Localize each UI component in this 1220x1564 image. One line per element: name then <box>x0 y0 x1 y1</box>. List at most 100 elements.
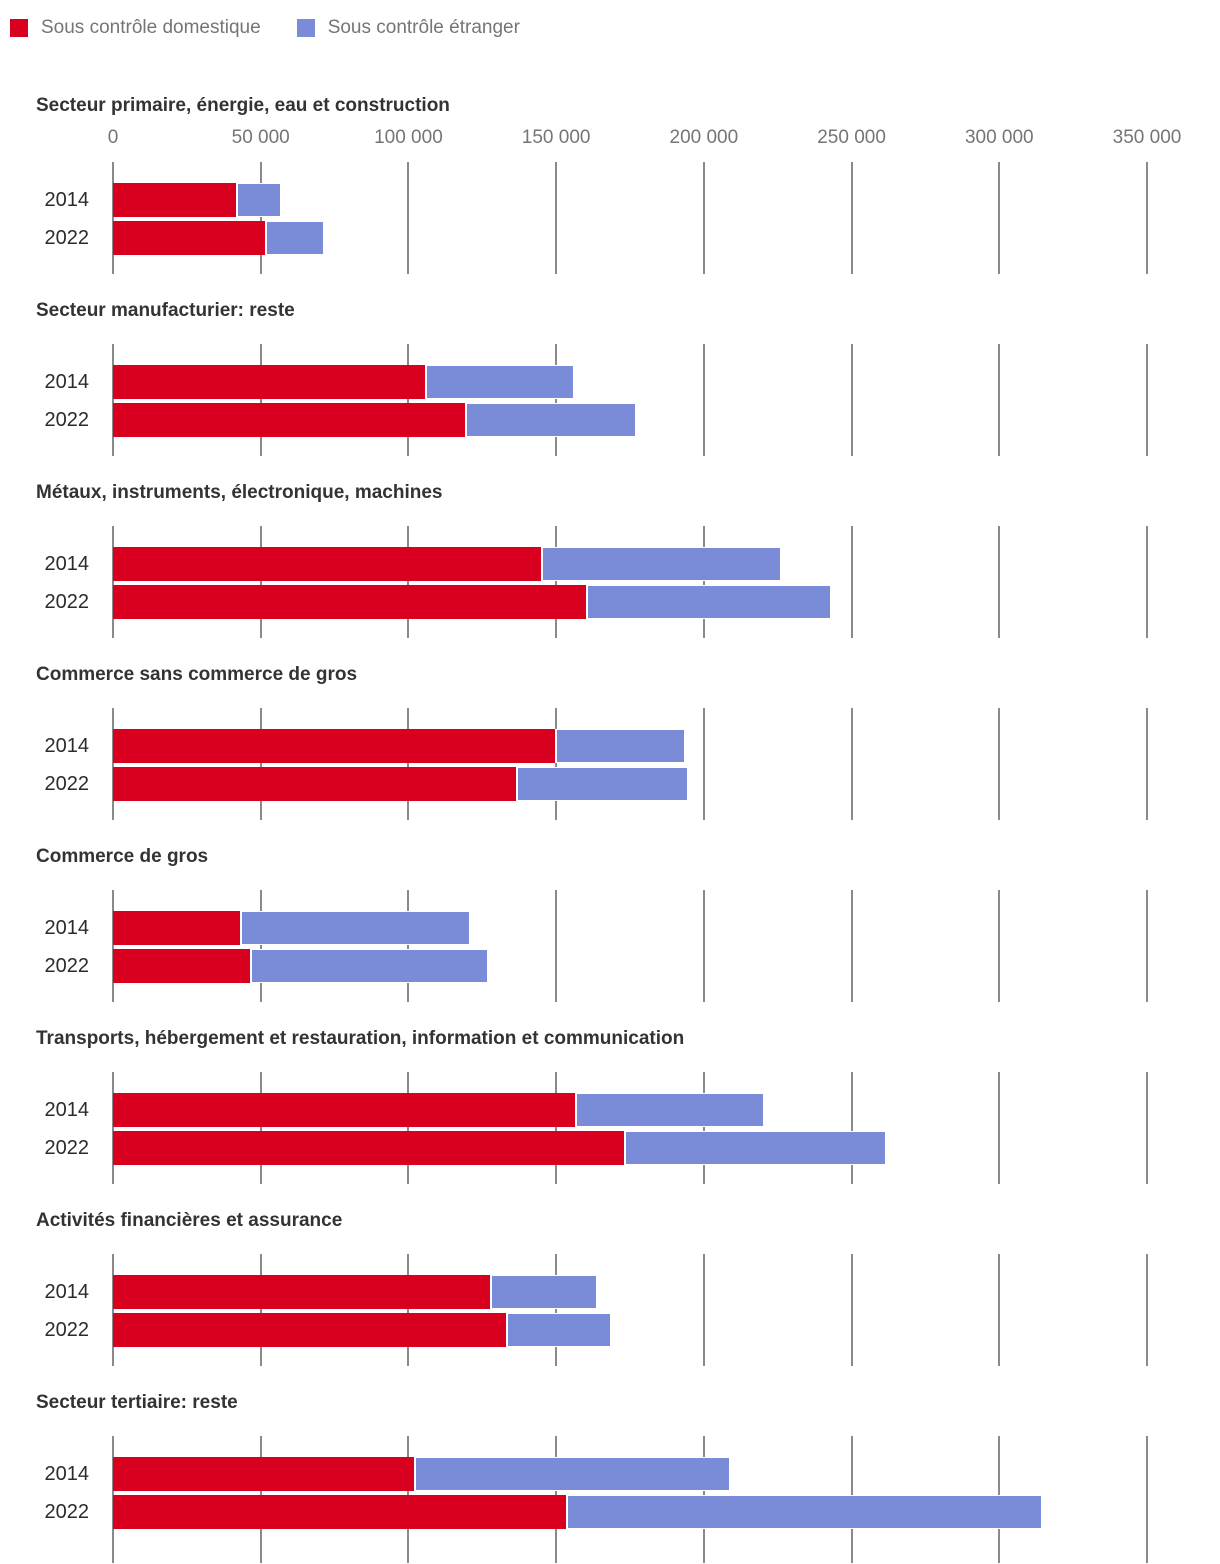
gridline <box>555 1072 558 1184</box>
gridline <box>555 344 558 456</box>
bar-segment-etranger[interactable] <box>414 1457 731 1491</box>
bar <box>113 767 688 801</box>
bar <box>113 1495 1043 1529</box>
gridline <box>555 526 558 638</box>
bar-segment-etranger[interactable] <box>541 547 781 581</box>
chart-section: Commerce de gros 2014 2022 <box>0 845 1220 1002</box>
bar-segment-etranger[interactable] <box>240 911 471 945</box>
bar-segment-domestique[interactable] <box>113 183 236 217</box>
bar-segment-etranger[interactable] <box>624 1131 886 1165</box>
year-label: 2014 <box>44 1462 90 1485</box>
gridlines <box>0 162 1220 274</box>
bar-row: 2014 <box>0 547 1220 581</box>
bar <box>113 729 685 763</box>
gridline <box>407 1254 410 1366</box>
year-label: 2022 <box>44 1318 90 1341</box>
bar-segment-domestique[interactable] <box>113 365 425 399</box>
bar-segment-etranger[interactable] <box>566 1495 1043 1529</box>
bar-segment-domestique[interactable] <box>113 1275 490 1309</box>
bar-segment-etranger[interactable] <box>575 1093 765 1127</box>
bar-segment-domestique[interactable] <box>113 1131 625 1165</box>
gridline <box>259 344 262 456</box>
bar-segment-etranger[interactable] <box>489 1275 598 1309</box>
year-label: 2022 <box>44 590 90 613</box>
bar-segment-etranger[interactable] <box>554 729 685 763</box>
legend-item-domestique[interactable]: Sous contrôle domestique <box>10 17 261 39</box>
bar-segment-domestique[interactable] <box>113 767 517 801</box>
year-label: 2022 <box>44 954 90 977</box>
gridline <box>850 1072 853 1184</box>
gridline <box>259 526 262 638</box>
gridline <box>702 708 705 820</box>
bar-segment-domestique[interactable] <box>113 547 542 581</box>
legend-swatch-etranger <box>296 19 315 37</box>
section-plot: 2014 2022 <box>0 162 1220 274</box>
gridline <box>112 526 114 638</box>
bar-row: 2014 <box>0 1275 1220 1309</box>
chart-section: Secteur manufacturier: reste 2014 2022 <box>0 299 1220 456</box>
bar-segment-etranger[interactable] <box>585 585 831 619</box>
gridline <box>702 526 705 638</box>
section-plot: 2014 2022 <box>0 890 1220 1002</box>
section-plot: 2014 2022 <box>0 526 1220 638</box>
bar-segment-etranger[interactable] <box>424 365 574 399</box>
bar-row: 2014 <box>0 183 1220 217</box>
gridlines <box>0 1254 1220 1366</box>
year-label: 2014 <box>44 734 90 757</box>
bar-segment-domestique[interactable] <box>113 1093 576 1127</box>
bar-row: 2022 <box>0 1313 1220 1347</box>
bar-segment-etranger[interactable] <box>250 949 489 983</box>
legend-item-etranger[interactable]: Sous contrôle étranger <box>296 17 520 39</box>
bar <box>113 403 636 437</box>
bar-row: 2014 <box>0 729 1220 763</box>
gridline <box>702 162 705 274</box>
axis-tick-label: 0 <box>107 127 119 148</box>
gridline <box>702 344 705 456</box>
section-plot: 2014 2022 <box>0 344 1220 456</box>
axis-tick-label: 250 000 <box>817 127 886 148</box>
bar-segment-domestique[interactable] <box>113 1457 415 1491</box>
bar <box>113 1275 598 1309</box>
gridline <box>998 708 1001 820</box>
gridline <box>850 708 853 820</box>
bar-segment-domestique[interactable] <box>113 403 465 437</box>
chart-section: Secteur tertiaire: reste 2014 2022 <box>0 1391 1220 1563</box>
x-axis: 0 50 000 100 000 150 000 200 000 250 000 300 0… <box>0 127 1220 151</box>
chart-section: Commerce sans commerce de gros 2014 2022 <box>0 663 1220 820</box>
gridlines <box>0 526 1220 638</box>
section-plot: 2014 2022 <box>0 1436 1220 1563</box>
bar-segment-etranger[interactable] <box>464 403 636 437</box>
bar-row: 2022 <box>0 585 1220 619</box>
bar-segment-domestique[interactable] <box>113 729 555 763</box>
gridline <box>112 344 114 456</box>
gridline <box>1146 344 1148 456</box>
gridlines <box>0 344 1220 456</box>
gridlines <box>0 890 1220 1002</box>
bar-segment-domestique[interactable] <box>113 949 251 983</box>
legend: Sous contrôle domestique Sous contrôle é… <box>10 16 1220 40</box>
gridline <box>850 1254 853 1366</box>
bar <box>113 183 282 217</box>
bar-segment-domestique[interactable] <box>113 585 586 619</box>
gridline <box>259 708 262 820</box>
gridline <box>259 1254 262 1366</box>
bar <box>113 1457 731 1491</box>
gridline <box>850 526 853 638</box>
section-plot: 2014 2022 <box>0 708 1220 820</box>
gridline <box>555 162 558 274</box>
gridline <box>555 708 558 820</box>
bar-segment-domestique[interactable] <box>113 911 241 945</box>
bar-segment-domestique[interactable] <box>113 1313 506 1347</box>
bar-segment-etranger[interactable] <box>516 767 688 801</box>
bar-segment-domestique[interactable] <box>113 1495 567 1529</box>
year-label: 2014 <box>44 1280 90 1303</box>
section-title: Commerce de gros <box>36 846 209 867</box>
bar-segment-etranger[interactable] <box>235 183 282 217</box>
legend-label-domestique: Sous contrôle domestique <box>41 17 261 38</box>
bar-segment-domestique[interactable] <box>113 221 266 255</box>
bar-segment-etranger[interactable] <box>265 221 325 255</box>
bar-segment-etranger[interactable] <box>505 1313 611 1347</box>
gridline <box>1146 162 1148 274</box>
bar-row: 2014 <box>0 1457 1220 1491</box>
